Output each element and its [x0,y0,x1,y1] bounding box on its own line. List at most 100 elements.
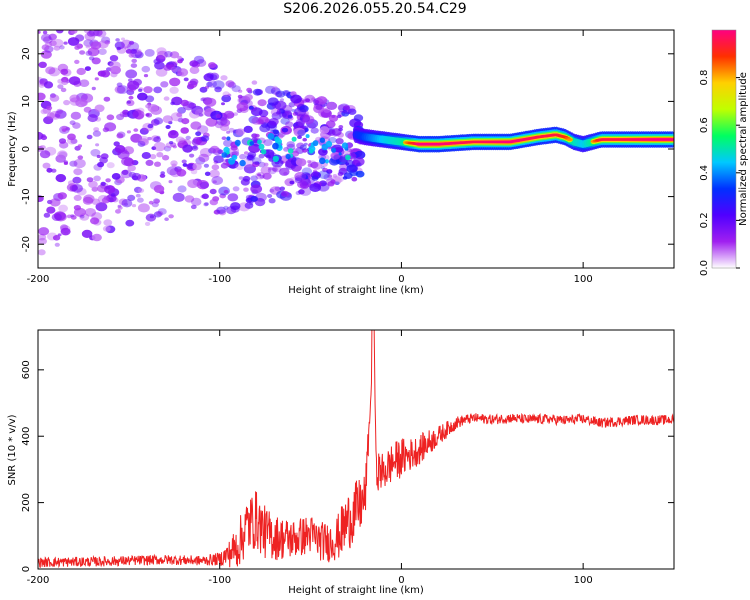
heatmap-noise-blob [230,202,241,211]
heatmap-noise-blob [310,161,319,169]
heatmap-noise-blob [244,94,253,101]
heatmap-noise-blob [168,214,174,219]
heatmap-noise-blob [333,154,342,161]
heatmap-noise-blob [115,38,120,42]
heatmap-transition-blob [226,136,231,141]
heatmap-noise-blob [93,127,100,132]
heatmap-noise-blob [87,30,95,37]
heatmap-noise-blob [223,189,229,194]
heatmap-noise-blob [297,104,308,112]
heatmap-noise-blob [46,105,53,111]
heatmap-noise-blob [103,219,113,227]
heatmap-noise-blob [268,118,279,126]
heatmap-noise-blob [190,204,197,210]
heatmap-transition-blob [319,157,326,165]
heatmap-noise-blob [75,98,88,108]
heatmap-noise-blob [297,135,302,139]
heatmap-noise-blob [154,184,164,193]
snr-x-tick-label: 0 [398,575,404,586]
heatmap-noise-blob [286,141,296,148]
heatmap-noise-blob [252,161,260,168]
heatmap-noise-blob [160,81,169,88]
heatmap-noise-blob [213,155,224,164]
heatmap-transition-blob [285,153,291,160]
heatmap-noise-blob [239,104,244,109]
heatmap-noise-blob [250,175,258,182]
heatmap-noise-blob [259,175,265,179]
heatmap-noise-blob [103,96,111,102]
heatmap-noise-blob [122,109,129,115]
heatmap-noise-blob [164,217,169,221]
heatmap-noise-blob [303,142,308,146]
heatmap-noise-blob [286,143,296,151]
snr-plot-area [38,330,674,569]
heatmap-noise-blob [38,30,41,34]
heatmap-noise-blob [85,50,93,56]
heatmap-noise-blob [222,91,230,98]
heatmap-noise-blob [141,152,151,159]
heatmap-noise-blob [131,172,142,181]
heatmap-noise-blob [101,197,110,204]
heatmap-noise-blob [293,127,305,137]
heatmap-noise-blob [91,198,100,205]
heatmap-noise-blob [127,80,140,91]
heatmap-noise-blob [299,187,312,196]
heatmap-noise-blob [301,148,308,153]
heatmap-noise-blob [57,63,69,72]
heatmap-noise-blob [211,164,220,171]
heatmap-noise-blob [228,127,235,133]
heatmap-noise-blob [91,233,102,242]
heatmap-noise-blob [326,169,333,174]
heatmap-transition-blob [341,142,349,149]
heatmap-noise-blob [246,87,253,93]
heatmap-noise-blob [121,169,129,175]
colorbar: 0.0 0.2 0.4 0.6 0.8 Normalized spectral ampl… [699,29,749,276]
snr-axes: -200 -100 0 100 0 200 400 600 [21,330,674,586]
heatmap-noise-blob [131,204,137,208]
heatmap-noise-blob [302,115,315,125]
heatmap-noise-blob [183,77,189,82]
heatmap-noise-blob [342,176,348,180]
heatmap-noise-blob [97,70,106,77]
heatmap-noise-blob [43,81,54,89]
heatmap-noise-blob [319,126,330,134]
heatmap-noise-blob [54,242,60,247]
heatmap-transition-blob [261,149,267,155]
heatmap-noise-blob [198,153,210,163]
heatmap-noise-blob [203,163,209,168]
colorbar-tick-label: 0.0 [699,260,710,276]
heatmap-noise-blob [164,51,173,58]
heatmap-noise-blob [204,97,217,107]
heatmap-noise-blob [70,30,78,34]
heatmap-noise-blob [275,90,286,98]
heatmap-noise-blob [82,196,94,205]
heatmap-noise-blob [296,142,305,149]
heatmap-noise-blob [195,131,202,136]
heatmap-noise-blob [75,34,85,42]
heatmap-noise-blob [177,107,187,114]
heatmap-noise-blob [315,104,323,111]
heatmap-noise-blob [214,86,222,93]
heatmap-noise-blob [163,145,172,152]
heatmap-noise-blob [65,127,71,131]
heatmap-noise-blob [177,185,187,193]
heatmap-noise-blob [126,130,131,134]
heatmap-noise-blob [212,80,225,90]
heatmap-noise-blob [143,86,153,94]
heatmap-noise-blob [40,33,52,42]
heatmap-noise-blob [39,150,51,159]
heatmap-transition-blob [258,143,265,150]
heatmap-noise-blob [137,140,146,147]
heatmap-noise-blob [125,49,132,54]
heatmap-noise-blob [211,176,223,185]
colorbar-tick-label: 0.2 [699,212,710,228]
colorbar-tick-label: 0.6 [699,117,710,133]
heatmap-noise-blob [38,233,47,241]
heatmap-noise-blob [267,97,279,106]
heatmap-noise-blob [95,143,100,147]
heatmap-noise-blob [182,163,188,167]
heatmap-noise-blob [227,193,239,202]
heatmap-noise-blob [43,36,53,44]
heatmap-noise-blob [166,166,179,176]
